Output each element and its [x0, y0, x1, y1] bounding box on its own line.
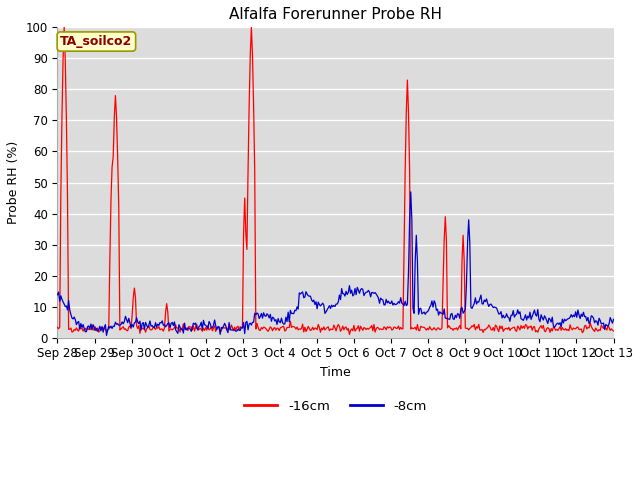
Y-axis label: Probe RH (%): Probe RH (%) — [7, 141, 20, 224]
Text: TA_soilco2: TA_soilco2 — [60, 35, 132, 48]
Title: Alfalfa Forerunner Probe RH: Alfalfa Forerunner Probe RH — [229, 7, 442, 22]
Legend: -16cm, -8cm: -16cm, -8cm — [239, 395, 432, 418]
X-axis label: Time: Time — [320, 366, 351, 379]
